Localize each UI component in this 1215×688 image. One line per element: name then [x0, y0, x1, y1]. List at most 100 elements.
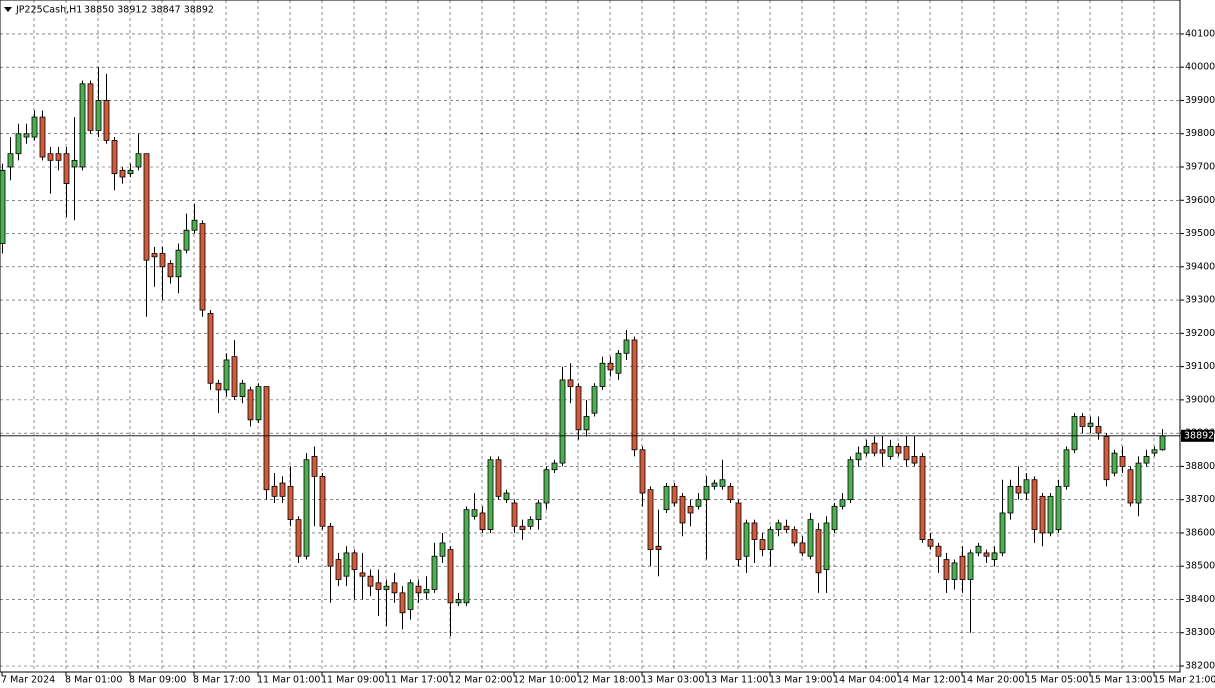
candle-body: [15, 133, 22, 155]
candle-body: [303, 459, 310, 557]
candle-body: [255, 386, 262, 421]
candle-body: [343, 552, 350, 577]
y-tick-label: 39500: [1185, 228, 1215, 239]
x-tick-label: 15 Mar 21:00: [1153, 675, 1215, 686]
y-tick-label: 38300: [1185, 627, 1215, 638]
y-tick-label: 40000: [1185, 62, 1215, 73]
candle-body: [39, 116, 46, 158]
candle-body: [543, 469, 550, 504]
candle-body: [47, 153, 54, 161]
candle-body: [647, 489, 654, 550]
x-tick-label: 13 Mar 11:00: [705, 675, 768, 686]
candle-body: [687, 505, 694, 514]
candle-body: [879, 449, 886, 454]
candle-body: [175, 249, 182, 278]
candle-body: [31, 116, 38, 138]
x-tick-label: 11 Mar 17:00: [385, 675, 448, 686]
candle-body: [735, 502, 742, 560]
x-tick-label: 14 Mar 04:00: [833, 675, 896, 686]
candle-body: [95, 100, 102, 131]
x-tick-label: 7 Mar 2024: [1, 675, 55, 686]
candle-body: [1055, 485, 1062, 531]
candle-body: [71, 159, 78, 168]
candle-body: [975, 545, 982, 554]
candle-body: [1135, 462, 1142, 504]
candle-body: [23, 133, 30, 138]
candle-body: [263, 386, 270, 491]
candle-body: [383, 585, 390, 590]
candle-body: [375, 582, 382, 590]
candle-body: [847, 459, 854, 501]
y-tick-label: 39700: [1185, 162, 1215, 173]
x-tick-label: 15 Mar 13:00: [1089, 675, 1152, 686]
candle-body: [223, 359, 230, 391]
candle-body: [967, 552, 974, 580]
candle-body: [1015, 485, 1022, 494]
candle-body: [655, 545, 662, 550]
candle-body: [159, 253, 166, 268]
candle-body: [927, 539, 934, 547]
candle-body: [327, 525, 334, 567]
candle-body: [391, 582, 398, 594]
candle-body: [1095, 426, 1102, 434]
y-tick-label: 38600: [1185, 527, 1215, 538]
candle-body: [0, 169, 6, 244]
candle-body: [239, 382, 246, 397]
candle-body: [743, 522, 750, 557]
candle-body: [287, 485, 294, 521]
candle-body: [783, 525, 790, 531]
candle-body: [551, 462, 558, 471]
y-tick-label: 39200: [1185, 328, 1215, 339]
candle-body: [887, 446, 894, 457]
candle-body: [183, 229, 190, 251]
candle-body: [535, 502, 542, 521]
axes: 3820038300384003850038600387003880038900…: [1, 28, 1215, 685]
candle-body: [167, 263, 174, 278]
candle-body: [719, 479, 726, 487]
y-tick-label: 40100: [1185, 28, 1215, 39]
candle-body: [559, 379, 566, 464]
y-tick-label: 39400: [1185, 261, 1215, 272]
candle-body: [815, 529, 822, 574]
candle-body: [367, 575, 374, 587]
candle-body: [639, 449, 646, 494]
candle-body: [351, 552, 358, 570]
y-tick-label: 39600: [1185, 195, 1215, 206]
candle-body: [823, 522, 830, 570]
candle-body: [903, 446, 910, 461]
candle-body: [999, 512, 1006, 554]
candle-body: [399, 592, 406, 614]
x-tick-label: 14 Mar 12:00: [897, 675, 960, 686]
candle-body: [1111, 452, 1118, 474]
candle-body: [135, 153, 142, 168]
y-tick-label: 38400: [1185, 594, 1215, 605]
candle-body: [591, 386, 598, 414]
header-arrow: [4, 7, 12, 12]
plot-frame: [0, 0, 1181, 673]
candle-body: [487, 459, 494, 531]
x-tick-label: 13 Mar 19:00: [769, 675, 832, 686]
candle-body: [335, 559, 342, 580]
candle-body: [895, 446, 902, 454]
candle-body: [87, 83, 94, 131]
y-tick-label: 38200: [1185, 661, 1215, 672]
candle-body: [431, 555, 438, 590]
candle-body: [1119, 456, 1126, 467]
candle-body: [447, 549, 454, 604]
candle-body: [415, 585, 422, 594]
candle-body: [79, 83, 86, 168]
candle-body: [471, 509, 478, 517]
y-tick-label: 38700: [1185, 494, 1215, 505]
candle-body: [863, 446, 870, 454]
candle-body: [111, 139, 118, 175]
candle-body: [799, 542, 806, 554]
candle-body: [495, 459, 502, 497]
candle-body: [767, 529, 774, 550]
candle-body: [943, 559, 950, 580]
last-price-label: 38892: [1184, 430, 1214, 441]
candle-body: [279, 482, 286, 497]
candle-body: [519, 525, 526, 531]
x-tick-label: 12 Mar 02:00: [449, 675, 512, 686]
candle-body: [807, 519, 814, 557]
